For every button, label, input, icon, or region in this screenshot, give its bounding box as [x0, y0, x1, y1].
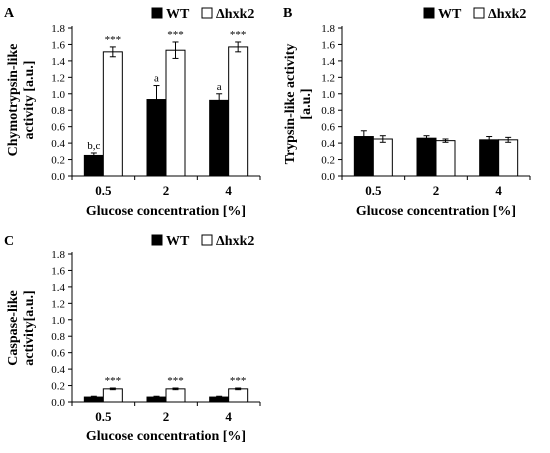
x-tick-label: 2	[163, 183, 170, 198]
bar-hxk2	[228, 388, 249, 403]
panel-label: C	[4, 234, 14, 249]
y-tick-label: 0.6	[321, 122, 335, 134]
y-tick-label: 1.2	[51, 298, 65, 310]
legend-swatch-hxk2	[201, 7, 213, 19]
x-tick-label: 0.5	[95, 409, 112, 424]
significance-label: ***	[230, 29, 247, 41]
y-axis-label: activity [a.u.]	[22, 61, 37, 140]
significance-label: ***	[167, 375, 184, 387]
x-axis-label: Glucose concentration [%]	[356, 204, 516, 219]
y-tick-label: 1.8	[321, 23, 335, 35]
bar-wt	[83, 154, 104, 177]
bar-hxk2	[435, 140, 456, 177]
y-tick-label: 1.8	[51, 249, 65, 261]
bar-hxk2	[102, 388, 123, 403]
x-tick-label: 2	[163, 409, 170, 424]
significance-label: ***	[230, 375, 247, 387]
x-tick-label: 0.5	[365, 183, 382, 198]
legend-swatch-hxk2	[473, 7, 485, 19]
significance-label: b,c	[87, 140, 100, 152]
legend-swatch-wt	[151, 7, 163, 19]
y-tick-label: 0.4	[51, 138, 65, 150]
y-tick-label: 0.8	[51, 331, 65, 343]
x-axis-label: Glucose concentration [%]	[86, 429, 246, 444]
significance-label: a	[217, 81, 222, 93]
legend-label: WT	[166, 234, 190, 249]
x-axis-label: Glucose concentration [%]	[86, 204, 246, 219]
y-axis-label: activity[a.u.]	[22, 290, 37, 365]
y-tick-label: 1.8	[51, 23, 65, 35]
significance-label: a	[154, 73, 159, 85]
bar-hxk2	[372, 138, 393, 177]
y-tick-label: 1.0	[321, 89, 335, 101]
y-tick-label: 1.2	[321, 72, 335, 84]
bar-wt	[479, 139, 500, 177]
x-tick-label: 2	[433, 183, 440, 198]
y-tick-label: 0.6	[51, 348, 65, 360]
x-tick-label: 0.5	[95, 183, 112, 198]
bar-hxk2	[165, 49, 186, 177]
y-tick-label: 0.0	[51, 171, 65, 183]
y-tick-label: 0.2	[51, 155, 65, 167]
x-tick-label: 4	[225, 409, 232, 424]
y-tick-label: 1.4	[51, 56, 65, 68]
legend-label: WT	[438, 7, 462, 22]
legend-swatch-hxk2	[201, 234, 213, 246]
y-tick-label: 0.0	[321, 171, 335, 183]
bar-hxk2	[498, 139, 519, 177]
y-tick-label: 1.4	[51, 282, 65, 294]
y-tick-label: 1.6	[321, 39, 335, 51]
significance-label: ***	[167, 29, 184, 41]
y-tick-label: 0.6	[51, 122, 65, 134]
x-tick-label: 4	[495, 183, 502, 198]
y-tick-label: 1.2	[51, 72, 65, 84]
y-axis-label: Chymotrypsin-like	[6, 44, 21, 157]
y-tick-label: 0.4	[51, 364, 65, 376]
panel-label: A	[4, 6, 15, 21]
legend-swatch-wt	[423, 7, 435, 19]
bar-hxk2	[165, 388, 186, 403]
panel-label: B	[283, 6, 292, 21]
legend-label: Δhxk2	[488, 7, 526, 22]
y-tick-label: 1.6	[51, 265, 65, 277]
y-tick-label: 0.0	[51, 397, 65, 409]
y-tick-label: 1.6	[51, 39, 65, 51]
y-tick-label: 0.8	[321, 105, 335, 117]
y-tick-label: 1.0	[51, 89, 65, 101]
legend-label: WT	[166, 7, 190, 22]
bar-hxk2	[228, 46, 249, 177]
legend-label: Δhxk2	[216, 7, 254, 22]
y-tick-label: 0.2	[51, 381, 65, 393]
bar-wt	[416, 137, 437, 177]
chart-panel-c: C 0.0 0.2 0.4 0.6 0.8 1.0 1.2 1.4 1.6 1.8 0.5 2 4 *** *…	[4, 234, 261, 444]
legend-label: Δhxk2	[216, 234, 254, 249]
significance-label: ***	[105, 375, 122, 387]
y-tick-label: 1.4	[321, 56, 335, 68]
y-tick-label: 0.2	[321, 155, 335, 167]
y-tick-label: 0.8	[51, 105, 65, 117]
y-tick-label: 1.0	[51, 315, 65, 327]
bar-hxk2	[102, 51, 123, 177]
bar-wt	[209, 99, 230, 177]
y-axis-label: [a.u.]	[299, 88, 314, 119]
y-axis-label: Trypsin-like activity	[283, 44, 298, 165]
chart-panel-b: B 0.0 0.2 0.4 0.6 0.8 1.0 1.2 1.4 1.6 1.8 0.5 2 4 Gluc…	[283, 6, 531, 219]
x-tick-label: 4	[225, 183, 232, 198]
legend-swatch-wt	[151, 234, 163, 246]
chart-panel-a: A 0.0 0.2 0.4 0.6 0.8 1.0 1.2 1.4 1.6 1.8 0.5 2 4 b,c *…	[4, 6, 261, 219]
y-tick-label: 0.4	[321, 138, 335, 150]
significance-label: ***	[105, 34, 122, 46]
y-axis-label: Caspase-like	[6, 290, 21, 365]
